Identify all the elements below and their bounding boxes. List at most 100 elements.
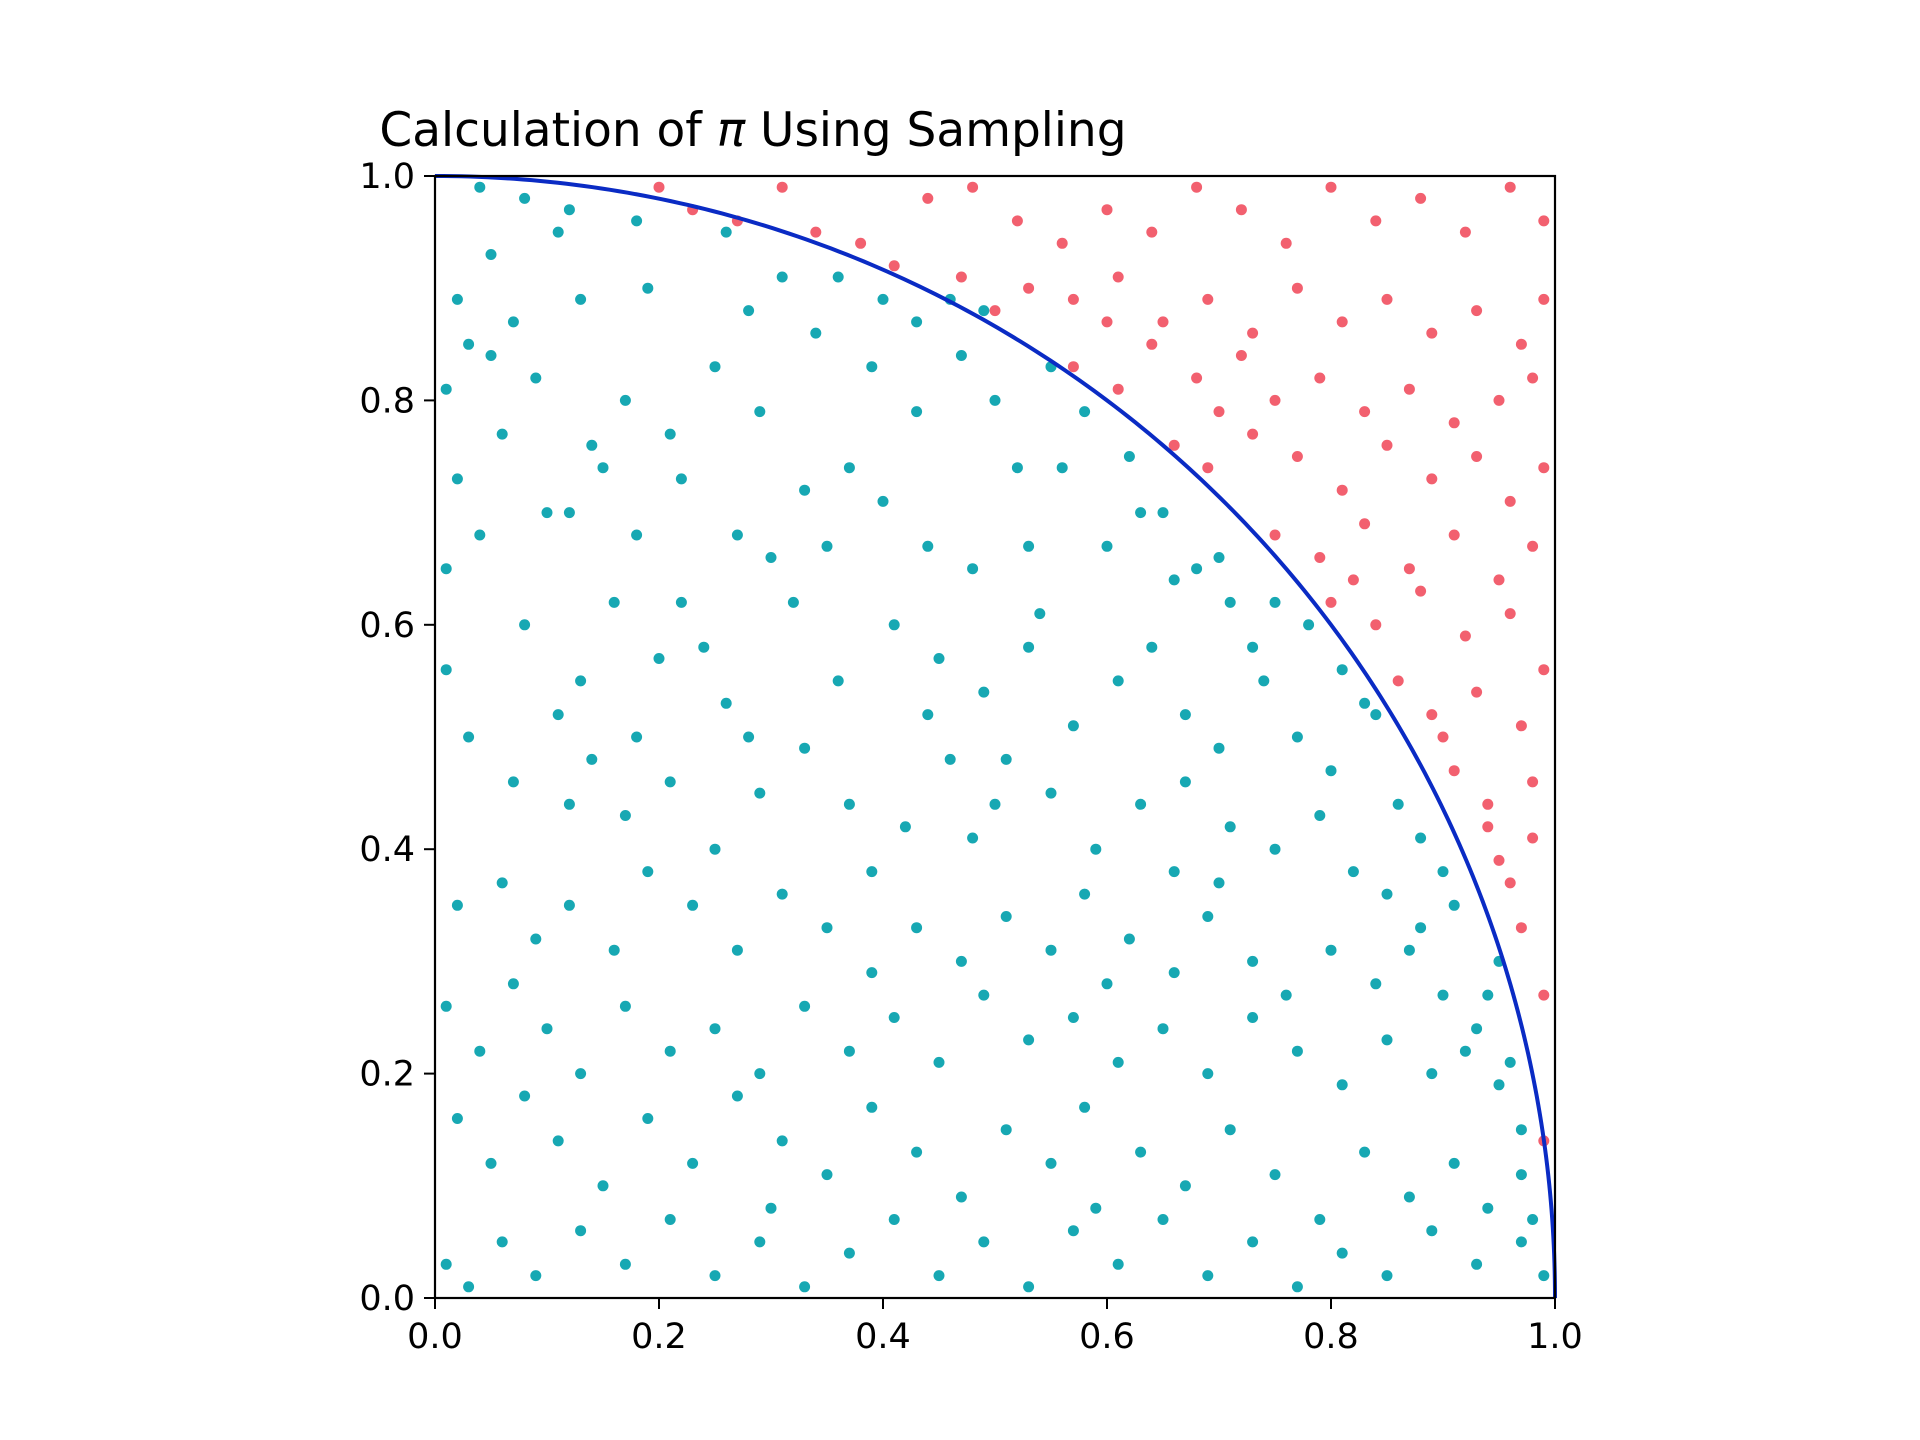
sample-point-0-163: [1381, 1034, 1393, 1046]
sample-point-0-83: [1258, 675, 1270, 687]
sample-point-1-21: [1538, 215, 1550, 227]
sample-point-1-32: [1381, 293, 1393, 305]
sample-point-0-52: [922, 540, 934, 552]
sample-point-0-207: [978, 1236, 990, 1248]
sample-point-0-176: [776, 1135, 788, 1147]
sample-point-0-67: [575, 675, 587, 687]
sample-point-0-88: [1415, 832, 1427, 844]
sample-point-0-152: [888, 1012, 900, 1023]
sample-point-0-149: [754, 1068, 766, 1080]
sample-point-0-219: [1515, 1236, 1527, 1248]
sample-point-0-91: [507, 776, 519, 788]
sample-point-1-45: [1403, 383, 1415, 395]
sample-point-0-168: [451, 1113, 463, 1124]
sample-point-0-202: [754, 1236, 766, 1248]
sample-point-0-181: [1000, 1124, 1012, 1136]
sample-point-1-27: [1157, 316, 1169, 328]
sample-point-0-157: [1112, 1056, 1124, 1068]
sample-point-0-230: [563, 798, 575, 810]
sample-point-0-218: [1471, 1258, 1483, 1270]
sample-point-0-1: [519, 192, 531, 204]
sample-point-1-58: [1538, 462, 1550, 474]
sample-point-0-6: [463, 338, 475, 350]
sample-point-0-132: [1202, 911, 1214, 922]
sample-point-0-34: [1079, 406, 1091, 418]
sample-point-0-95: [664, 776, 676, 788]
sample-point-1-10: [1056, 237, 1068, 249]
sample-point-0-184: [1135, 1146, 1147, 1158]
sample-point-0-30: [911, 406, 923, 418]
sample-point-0-75: [933, 653, 945, 664]
sample-point-0-159: [1202, 1068, 1214, 1080]
sample-point-0-45: [631, 529, 643, 541]
sample-point-1-76: [1448, 765, 1460, 777]
sample-point-0-79: [1112, 675, 1124, 687]
sample-point-0-2: [563, 204, 575, 216]
sample-point-0-217: [1426, 1225, 1438, 1237]
sample-point-0-57: [1135, 507, 1147, 519]
sample-point-0-139: [1471, 1023, 1483, 1035]
sample-point-0-145: [575, 1068, 587, 1080]
sample-point-0-190: [1403, 1191, 1415, 1203]
sample-point-0-50: [843, 462, 855, 474]
sample-point-1-43: [1314, 372, 1326, 384]
sample-point-0-108: [1269, 843, 1281, 855]
sample-point-0-121: [731, 944, 743, 956]
sample-point-0-194: [440, 1258, 452, 1270]
sample-point-0-222: [1504, 1056, 1516, 1068]
sample-point-0-227: [922, 709, 934, 721]
sample-point-0-5: [451, 293, 463, 305]
sample-point-0-59: [1213, 552, 1225, 563]
x-axis: 0.0 0.2 0.4 0.6 0.8 1.0: [407, 1298, 1583, 1357]
sample-point-0-164: [1426, 1068, 1438, 1080]
sample-point-1-84: [1504, 877, 1516, 889]
sample-point-0-55: [1056, 462, 1068, 474]
sample-point-1-68: [1415, 585, 1427, 597]
sample-point-1-61: [1359, 518, 1371, 530]
sample-point-0-232: [967, 832, 979, 844]
sample-point-0-187: [1269, 1169, 1281, 1181]
sample-point-0-107: [1224, 821, 1236, 833]
sample-point-1-29: [1247, 327, 1259, 339]
sample-point-0-80: [1146, 641, 1158, 653]
sample-point-1-12: [1146, 226, 1158, 238]
sample-point-1-67: [1370, 619, 1382, 631]
sample-point-1-15: [1280, 237, 1292, 249]
sample-point-0-136: [1370, 978, 1382, 990]
y-tick-label-2: 0.4: [359, 830, 415, 870]
sample-point-0-124: [866, 967, 878, 979]
sample-point-0-226: [821, 540, 833, 552]
sample-point-0-8: [575, 293, 587, 305]
sample-point-0-97: [754, 787, 766, 799]
sample-point-0-86: [1359, 697, 1371, 709]
sample-point-0-197: [530, 1270, 542, 1282]
sample-point-0-238: [631, 731, 643, 743]
sample-point-0-134: [1280, 989, 1292, 1001]
sample-point-0-65: [474, 529, 486, 541]
sample-point-0-188: [1314, 1214, 1326, 1225]
sample-point-0-47: [731, 529, 743, 541]
sample-point-1-75: [1515, 720, 1527, 732]
sample-point-0-71: [743, 731, 755, 743]
sample-point-1-22: [955, 271, 967, 283]
y-tick-label-4: 0.8: [359, 381, 415, 421]
sample-point-0-74: [888, 619, 900, 631]
y-tick-label-1: 0.2: [359, 1055, 415, 1095]
sample-point-0-213: [1247, 1236, 1259, 1248]
sample-point-1-34: [1471, 305, 1483, 317]
sample-point-1-30: [1291, 282, 1303, 294]
sample-point-0-118: [608, 944, 620, 956]
sample-point-0-104: [1090, 843, 1102, 855]
sample-point-0-77: [1023, 641, 1035, 653]
sample-point-0-173: [642, 1113, 654, 1124]
sample-point-0-131: [1168, 967, 1180, 979]
sample-point-0-38: [1224, 596, 1236, 608]
sample-point-0-224: [1448, 899, 1460, 911]
sample-point-0-115: [496, 877, 508, 889]
sample-point-0-72: [787, 596, 799, 608]
x-tick-label-3: 0.6: [1079, 1317, 1135, 1357]
sample-point-0-11: [720, 226, 732, 238]
sample-point-1-36: [1538, 293, 1550, 305]
